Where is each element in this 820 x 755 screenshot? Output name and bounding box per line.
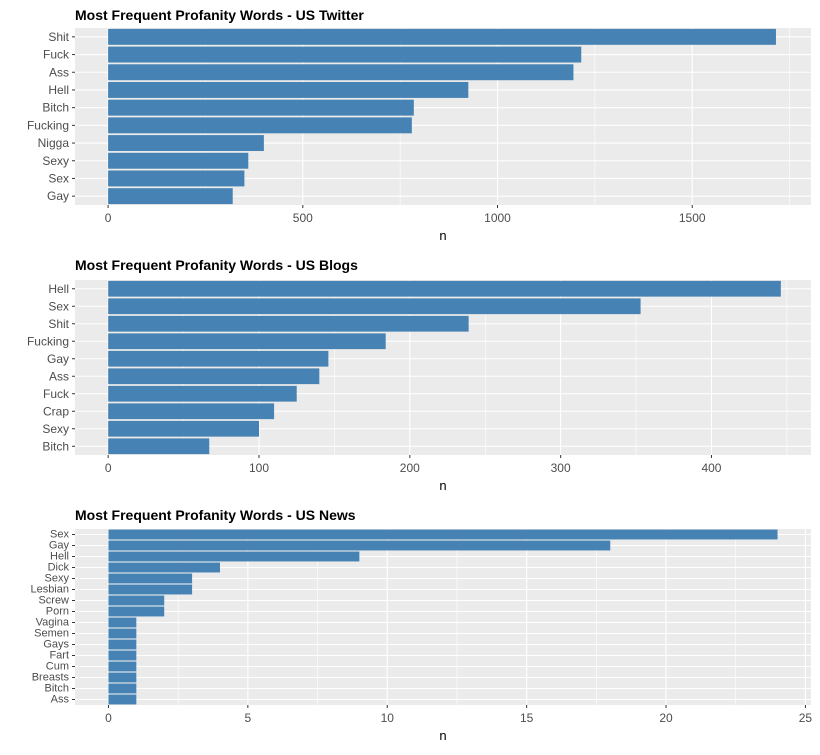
x-tick-label: 500 <box>293 211 313 225</box>
bar-gay <box>108 350 329 367</box>
y-tick-label: Lesbian <box>30 584 69 596</box>
y-tick-label: Sex <box>48 171 69 185</box>
x-tick-label: 15 <box>520 711 534 725</box>
bar-fuck <box>108 46 582 63</box>
bar-fuck <box>108 385 297 402</box>
bar-dick <box>108 562 220 573</box>
x-tick-label: 25 <box>799 711 813 725</box>
y-tick-label: Porn <box>46 606 69 618</box>
y-tick-label: Ass <box>49 369 69 383</box>
y-tick-label: Sexy <box>42 422 69 436</box>
x-axis-title: n <box>439 228 446 243</box>
y-tick-label: Screw <box>38 595 69 607</box>
bar-cum <box>108 661 137 672</box>
bar-screw <box>108 595 165 606</box>
y-tick-label: Crap <box>43 404 69 418</box>
bar-bitch <box>108 438 210 455</box>
bar-sexy <box>108 573 193 584</box>
y-tick-label: Sex <box>48 299 69 313</box>
y-tick-label: Semen <box>34 628 69 640</box>
y-tick-label: Gay <box>47 189 69 203</box>
bar-shit <box>108 315 469 332</box>
y-tick-label: Gay <box>49 540 70 552</box>
y-tick-label: Fucking <box>27 118 69 132</box>
bar-semen <box>108 628 137 639</box>
y-tick-label: Bitch <box>42 439 69 453</box>
bar-sex <box>108 298 641 315</box>
bar-crap <box>108 403 275 420</box>
bar-lesbian <box>108 584 193 595</box>
y-tick-label: Fuck <box>43 48 70 62</box>
bar-fucking <box>108 117 412 134</box>
y-tick-label: Breasts <box>32 672 70 684</box>
bar-sex <box>108 170 245 187</box>
bar-sex <box>108 529 778 540</box>
bar-nigga <box>108 135 264 152</box>
bar-gays <box>108 639 137 650</box>
bar-vagina <box>108 617 137 628</box>
bar-gay <box>108 540 611 551</box>
x-tick-label: 1000 <box>484 211 511 225</box>
y-tick-label: Bitch <box>42 101 69 115</box>
x-tick-label: 0 <box>105 711 112 725</box>
y-tick-label: Shit <box>48 317 69 331</box>
chart-panel-2: SexGayHellDickSexyLesbianScrewPornVagina… <box>30 507 812 743</box>
y-tick-label: Hell <box>50 551 69 563</box>
bar-gay <box>108 188 233 205</box>
y-tick-label: Dick <box>48 562 70 574</box>
y-tick-label: Sex <box>50 529 69 541</box>
y-tick-label: Fuck <box>43 387 70 401</box>
bar-hell <box>108 551 360 562</box>
y-tick-label: Hell <box>48 282 69 296</box>
x-tick-label: 200 <box>400 461 420 475</box>
x-tick-label: 100 <box>249 461 269 475</box>
x-tick-label: 20 <box>659 711 673 725</box>
y-tick-label: Fucking <box>27 334 69 348</box>
chart-title: Most Frequent Profanity Words - US Blogs <box>75 257 358 273</box>
bar-ass <box>108 368 320 385</box>
y-tick-label: Ass <box>49 65 69 79</box>
y-tick-label: Vagina <box>36 617 70 629</box>
bar-sexy <box>108 420 259 437</box>
x-axis-title: n <box>439 728 446 743</box>
y-tick-label: Sexy <box>42 154 69 168</box>
bar-shit <box>108 28 776 45</box>
y-tick-label: Fart <box>49 650 69 662</box>
y-tick-label: Gay <box>47 352 69 366</box>
bar-sexy <box>108 152 249 169</box>
bar-hell <box>108 81 469 98</box>
y-tick-label: Ass <box>51 694 70 706</box>
y-tick-label: Hell <box>48 83 69 97</box>
chart-panel-0: Shit Fuck Ass Hell Bitch Fucking Nigga Sexy Sex G… <box>27 7 811 243</box>
y-tick-label: Gays <box>43 639 69 651</box>
bar-ass <box>108 694 137 705</box>
bar-bitch <box>108 683 137 694</box>
bar-hell <box>108 280 781 297</box>
x-tick-label: 300 <box>551 461 571 475</box>
bar-ass <box>108 64 574 81</box>
y-tick-label: Nigga <box>38 136 70 150</box>
bar-fart <box>108 650 137 661</box>
chart-panel-1: Hell Sex Shit Fucking Gay Ass Fuck Crap Sexy Bitc… <box>27 257 811 493</box>
x-tick-label: 0 <box>105 461 112 475</box>
y-tick-label: Cum <box>46 661 69 673</box>
chart-title: Most Frequent Profanity Words - US Twitt… <box>75 7 364 23</box>
x-tick-label: 400 <box>701 461 721 475</box>
x-tick-label: 10 <box>381 711 395 725</box>
bar-fucking <box>108 333 386 350</box>
bar-breasts <box>108 672 137 683</box>
y-tick-label: Bitch <box>45 683 69 695</box>
x-axis-title: n <box>439 478 446 493</box>
bar-porn <box>108 606 165 617</box>
x-tick-label: 5 <box>245 711 252 725</box>
bar-bitch <box>108 99 414 116</box>
x-tick-label: 1500 <box>679 211 706 225</box>
chart-title: Most Frequent Profanity Words - US News <box>75 507 356 523</box>
y-tick-label: Sexy <box>45 573 70 585</box>
y-tick-label: Shit <box>48 30 69 44</box>
x-tick-label: 0 <box>105 211 112 225</box>
